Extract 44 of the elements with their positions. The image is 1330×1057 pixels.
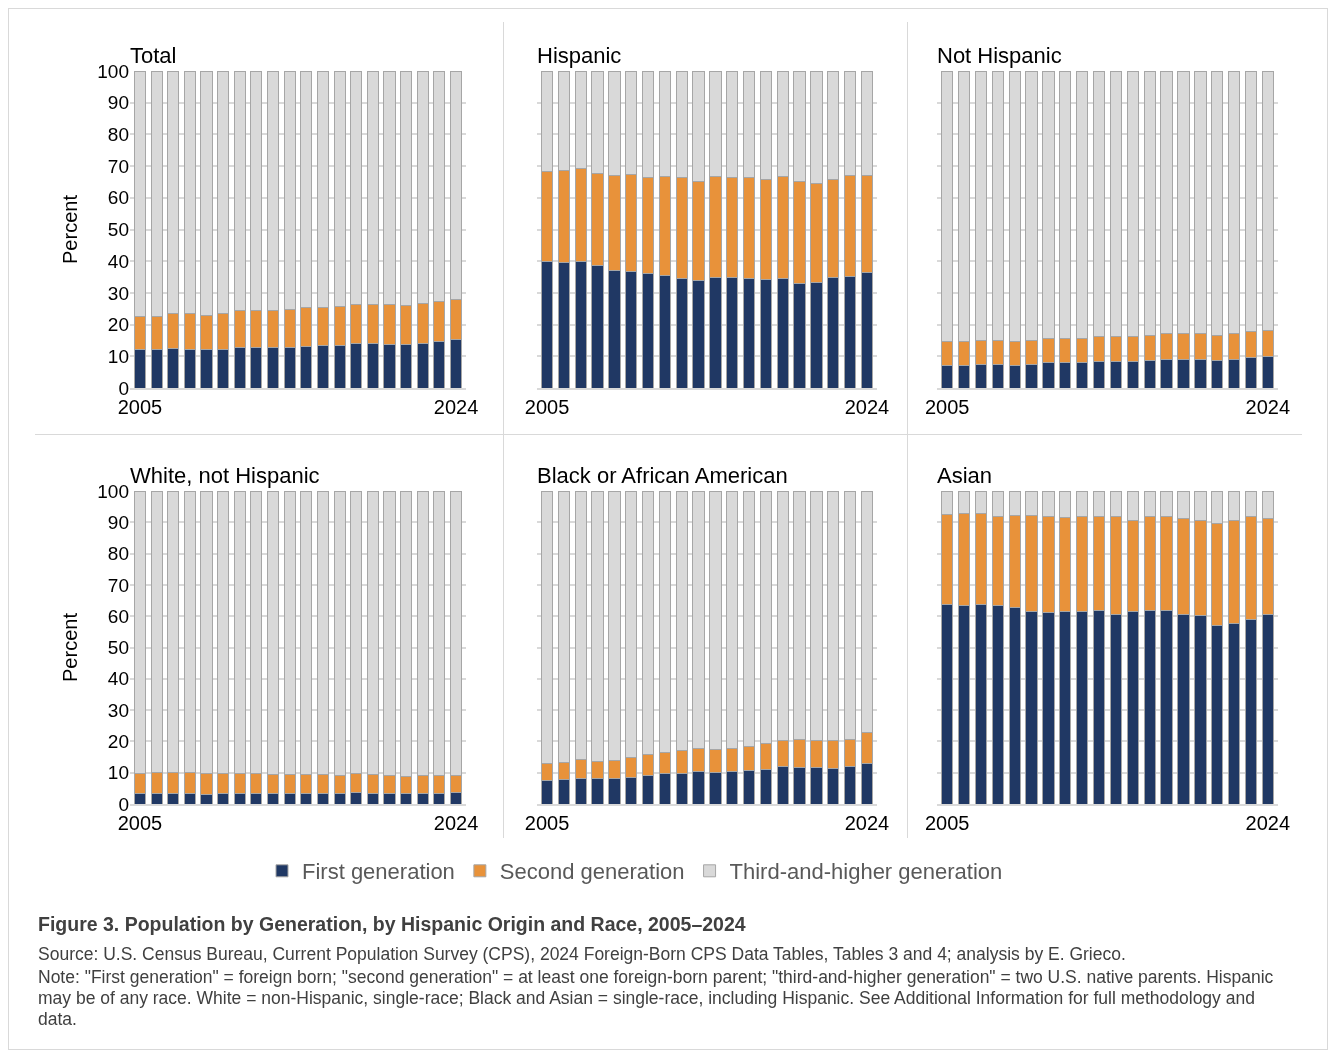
y-tick-label: 60 bbox=[107, 605, 129, 627]
y-tick-label: 40 bbox=[107, 668, 129, 690]
source-note: Source: U.S. Census Bureau, Current Population Survey (CPS), 2024 Foreign-Born CPS Data Tables, Tables 3 and 4; analysis by E. Grieco. bbox=[38, 944, 1127, 965]
x-tick-label: 2005 bbox=[924, 811, 970, 834]
chart-title: Total bbox=[130, 43, 177, 68]
y-tick-label: 70 bbox=[107, 155, 129, 177]
y-tick-label: 10 bbox=[107, 762, 129, 784]
x-tick-label: 2024 bbox=[844, 811, 890, 834]
y-tick-label: 50 bbox=[107, 219, 129, 241]
x-tick-label: 2024 bbox=[1245, 395, 1291, 418]
x-tick-label: 2024 bbox=[433, 395, 479, 418]
caption: Figure 3. Population by Generation, by Hispanic Origin and Race, 2005–2024 bbox=[38, 913, 747, 935]
chart-title: Black or African American bbox=[537, 463, 788, 488]
x-tick-label: 2024 bbox=[844, 395, 890, 418]
y-tick-label: 60 bbox=[107, 187, 129, 209]
x-tick-label: 2005 bbox=[924, 395, 970, 418]
y-tick-label: 20 bbox=[107, 731, 129, 753]
x-tick-label: 2024 bbox=[433, 811, 479, 834]
legend-label: Third-and-higher generation bbox=[729, 859, 1003, 885]
y-axis-title: Percent bbox=[58, 194, 81, 264]
y-axis-title: Percent bbox=[58, 612, 81, 682]
y-tick-label: 40 bbox=[107, 250, 129, 272]
y-tick-label: 80 bbox=[107, 124, 129, 146]
x-tick-label: 2005 bbox=[524, 811, 570, 834]
x-tick-label: 2005 bbox=[524, 395, 570, 418]
y-tick-label: 90 bbox=[107, 92, 129, 114]
y-tick-label: 50 bbox=[107, 637, 129, 659]
chart-title: Asian bbox=[937, 463, 993, 488]
legend-label: First generation bbox=[302, 859, 455, 885]
y-tick-label: 70 bbox=[107, 574, 129, 596]
chart-title: White, not Hispanic bbox=[130, 463, 320, 488]
y-tick-label: 80 bbox=[107, 543, 129, 565]
x-tick-label: 2024 bbox=[1245, 811, 1291, 834]
y-tick-label: 100 bbox=[97, 60, 129, 82]
y-tick-label: 30 bbox=[107, 282, 129, 304]
y-tick-label: 20 bbox=[107, 314, 129, 336]
text: Note: "First generation" = foreign born; "second generation" = at least one foreign-born parent; "third-and-higher generation" = two U.S. native parents. Hispanic may be of any race. White = non-Hispanic, single-race; Black and Asian = single-race, including Hispanic. See Additional Information for full methodology and data. bbox=[38, 967, 1275, 1030]
y-tick-label: 10 bbox=[107, 345, 129, 367]
chart-title: Not Hispanic bbox=[937, 43, 1062, 68]
y-tick-label: 30 bbox=[107, 699, 129, 721]
y-tick-label: 100 bbox=[97, 480, 129, 502]
y-tick-label: 90 bbox=[107, 511, 129, 533]
chart-title: Hispanic bbox=[537, 43, 622, 68]
legend-label: Second generation bbox=[499, 859, 685, 885]
